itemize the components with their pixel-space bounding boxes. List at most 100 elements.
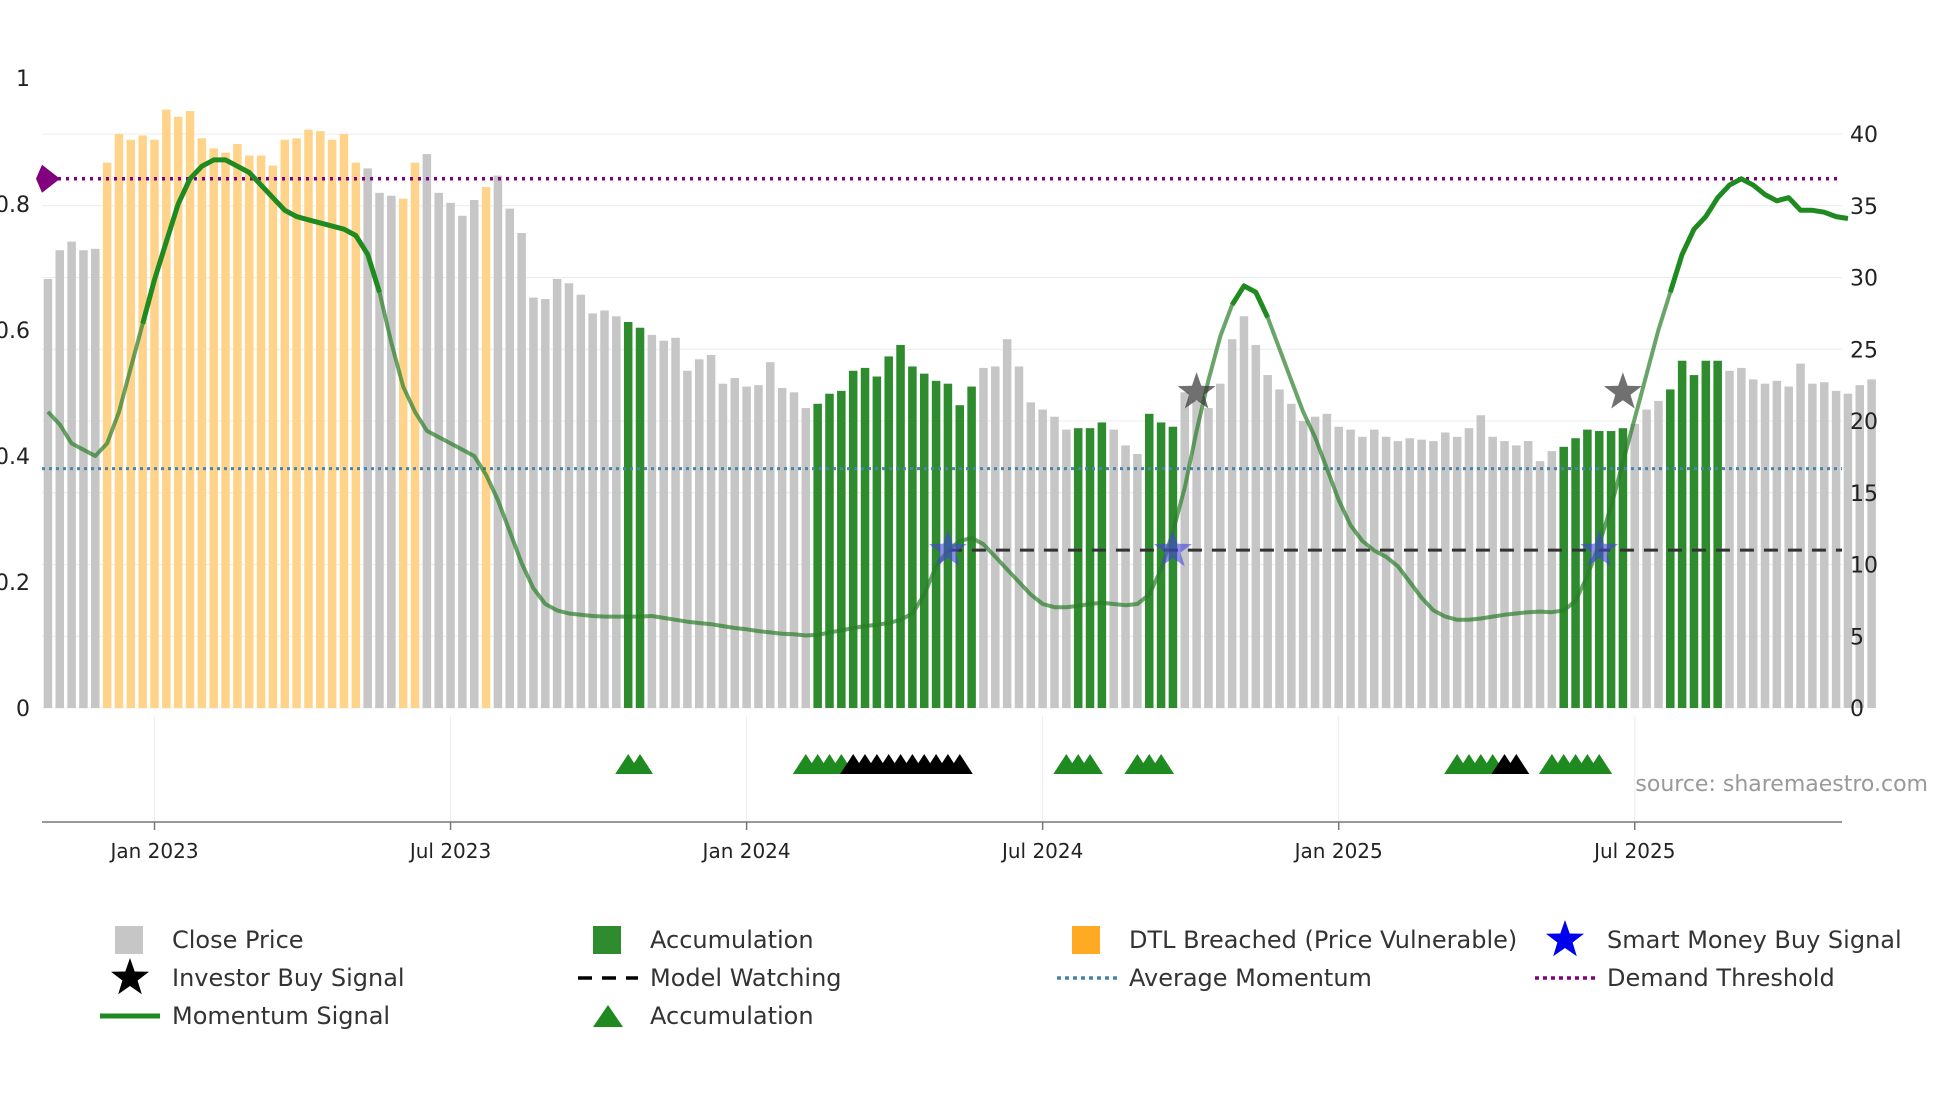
legend-swatch: [593, 926, 621, 954]
legend-label: Investor Buy Signal: [172, 964, 405, 992]
close-price-bar: [1227, 339, 1237, 708]
left-axis-tick-label: 0: [16, 697, 30, 722]
close-price-bar: [1772, 380, 1782, 708]
close-price-bar: [1843, 393, 1853, 708]
accumulation-bar: [1583, 429, 1592, 708]
legend-swatch: [1072, 926, 1100, 954]
legend-item: Close Price: [115, 926, 304, 954]
close-price-bar: [1737, 367, 1746, 708]
x-axis-tick-label: Jul 2024: [1000, 839, 1083, 863]
close-price-bar: [1760, 383, 1770, 708]
close-price-bar: [1263, 375, 1272, 708]
close-price-bar: [789, 392, 799, 708]
right-axis-tick-label: 25: [1850, 338, 1878, 363]
close-price-bar: [659, 340, 668, 708]
close-price-bar: [43, 278, 53, 708]
close-price-bar: [1867, 379, 1876, 708]
dtl-breached-bar: [150, 139, 159, 709]
accumulation-bar: [1097, 422, 1107, 708]
close-price-bar: [1654, 400, 1663, 708]
legend-swatch: [115, 926, 143, 954]
legend-label: Demand Threshold: [1607, 964, 1835, 992]
close-price-bar: [1334, 426, 1343, 708]
right-axis-tick-label: 15: [1850, 482, 1878, 507]
accumulation-triangle: [1077, 754, 1103, 774]
dtl-breached-bar: [244, 155, 254, 708]
legend-item: Demand Threshold: [1535, 964, 1835, 992]
accumulation-bar: [1594, 431, 1604, 708]
source-text: source: sharemaestro.com: [1635, 772, 1928, 797]
close-price-bar: [1239, 316, 1249, 708]
close-price-bar: [1109, 429, 1118, 708]
close-price-bar: [1038, 409, 1047, 708]
close-price-bar: [446, 202, 455, 708]
right-axis-tick-label: 35: [1850, 195, 1878, 220]
dtl-breached-bar: [280, 139, 290, 709]
legend-star-icon: [1546, 920, 1584, 957]
close-price-bar: [718, 383, 728, 708]
close-price-bar: [1429, 441, 1438, 708]
close-price-bar: [1417, 439, 1426, 708]
accumulation-bar: [1559, 446, 1568, 708]
close-price-bar: [1026, 402, 1036, 708]
close-price-bar: [1441, 432, 1450, 708]
close-price-bar: [505, 208, 515, 708]
close-price-bar: [375, 192, 384, 708]
close-price-bar: [363, 168, 372, 708]
accumulation-bar: [848, 370, 858, 708]
legend-triangle-icon: [593, 1005, 623, 1027]
legend-star-icon: [111, 958, 149, 995]
accumulation-bar: [1701, 360, 1711, 708]
legend-label: DTL Breached (Price Vulnerable): [1129, 926, 1517, 954]
legend-item: Model Watching: [578, 964, 842, 992]
accumulation-bar: [1571, 438, 1580, 708]
accumulation-bar: [1606, 431, 1616, 708]
price-bars: [43, 109, 1876, 709]
accumulation-bar: [623, 321, 633, 708]
accumulation-bar: [860, 367, 870, 708]
accumulation-bar: [872, 376, 882, 708]
legend-label: Accumulation: [650, 926, 814, 954]
close-price-bar: [1476, 415, 1486, 708]
accumulation-triangle-black: [1503, 754, 1530, 774]
accumulation-bar: [1073, 428, 1083, 708]
dtl-breached-bar: [197, 138, 207, 708]
dtl-breached-bar: [339, 134, 349, 708]
close-price-bar: [1002, 339, 1012, 708]
accumulation-bar: [955, 405, 965, 708]
close-price-bar: [730, 377, 740, 708]
x-axis-tick-label: Jan 2025: [1293, 839, 1383, 863]
close-price-bar: [1310, 416, 1320, 708]
close-price-bar: [777, 387, 787, 708]
x-axis-tick-label: Jan 2024: [701, 839, 791, 863]
right-axis-tick-label: 0: [1850, 697, 1864, 722]
signal-markers: [928, 372, 1642, 567]
close-price-bar: [493, 175, 503, 709]
accumulation-triangle: [627, 754, 653, 774]
accumulation-bar: [635, 327, 645, 708]
legend-item: Smart Money Buy Signal: [1546, 920, 1902, 957]
x-axis-tick-label: Jan 2023: [108, 839, 198, 863]
close-price-bar: [754, 385, 763, 708]
accumulation-bar: [1689, 375, 1699, 708]
accumulation-bar: [813, 403, 822, 708]
accumulation-bar: [896, 344, 905, 708]
smart-money-star: [928, 530, 967, 567]
close-price-bar: [1287, 403, 1296, 708]
accumulation-bar: [1085, 428, 1095, 708]
close-price-bar: [434, 192, 443, 708]
close-price-bar: [1523, 441, 1533, 708]
close-price-bar: [564, 283, 574, 708]
dtl-breached-bar: [398, 198, 408, 708]
close-price-bar: [706, 354, 716, 708]
demand-threshold-marker: [36, 164, 60, 193]
dtl-breached-bar: [410, 162, 420, 708]
right-axis-tick-label: 20: [1850, 410, 1878, 435]
dtl-breached-bar: [351, 162, 361, 708]
close-price-bar: [1014, 366, 1024, 708]
close-price-bar: [458, 215, 467, 709]
accumulation-bar: [1677, 360, 1687, 708]
close-price-bar: [1381, 436, 1391, 708]
investor-star: [1603, 372, 1642, 409]
